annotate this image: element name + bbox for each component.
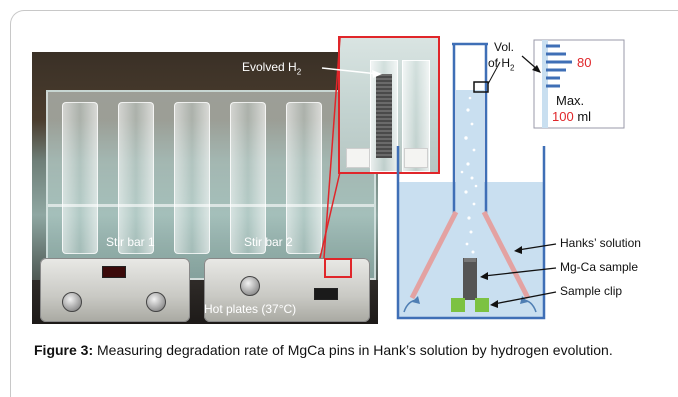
hanks-pointer [517,243,557,251]
vol-label-line1: Vol. [494,40,515,54]
figure-caption-label: Figure 3: [34,342,94,358]
figure-frame [10,10,678,397]
scale-arrowhead [532,65,541,73]
hot-plate-knob [62,292,82,312]
zoom-connector [323,37,341,259]
sample-clip-right [475,298,489,312]
sample-clip-label: Sample clip [560,284,623,298]
hanks-solution-label: Hanks’ solution [560,236,641,250]
hot-plate-knob [146,292,166,312]
vol-label-pointer [487,61,501,85]
water-tank [46,90,376,280]
funnel-left [409,210,459,300]
stir-bar-1-label: Stir bar 1 [106,235,155,249]
zoom-connector [319,171,341,259]
tube-solution-fill [456,90,484,212]
evolved-h2-arrowhead [372,70,382,78]
mg-ca-sample-label: Mg-Ca sample [560,260,639,274]
scale-tube-strip [542,40,548,128]
graduated-cylinder [118,102,154,254]
scale-ticks [546,44,572,88]
hot-plate-socket [314,288,338,300]
hot-plates-label: Hot plates (37°C) [204,302,297,316]
sample-pointer [483,267,557,277]
figure-caption: Figure 3: Measuring degradation rate of … [34,340,654,360]
water-line [48,204,374,207]
graduated-cylinder [62,102,98,254]
max-volume: 100 ml [552,109,592,124]
hot-plate [40,258,190,322]
graduated-cylinder [174,102,210,254]
hot-plate [204,258,370,322]
hanks-arrowhead [514,246,522,254]
inset-clip [346,148,370,168]
graduated-cylinder [286,102,322,254]
mg-ca-sample [463,258,477,300]
hydrogen-bubbles [460,96,478,254]
figure-caption-text: Measuring degradation rate of MgCa pins … [93,342,613,358]
scale-value-80: 80 [577,55,592,70]
mg-ca-sample-top [464,258,476,262]
funnel-right [481,210,531,300]
apparatus-photo: Stir bar 1 Stir bar 2 Hot plates (37°C) [32,52,378,324]
zoom-region-marker [324,258,352,278]
vol-label-line2: of H2 [488,56,515,73]
hot-plate-display [102,266,126,278]
sample-arrowhead [480,272,488,280]
graduated-cylinder [230,102,266,254]
sample-clip-left [451,298,465,312]
hot-plate-knob [240,276,260,296]
stir-bar-2-label: Stir bar 2 [244,235,293,249]
tube-gas-space [456,46,484,90]
clip-pointer [493,291,557,305]
reading-window [473,81,489,93]
max-label: Max. [556,93,585,108]
zoomed-inset [338,36,440,174]
evolved-h2-arrow [321,67,379,75]
inset-clip [404,148,428,168]
circulation-arrowhead-left [412,296,420,304]
beaker-outline [396,146,546,320]
clip-arrowhead [490,300,498,308]
evolved-h2-label: Evolved H2 [242,60,302,77]
inset-sample [376,74,392,158]
